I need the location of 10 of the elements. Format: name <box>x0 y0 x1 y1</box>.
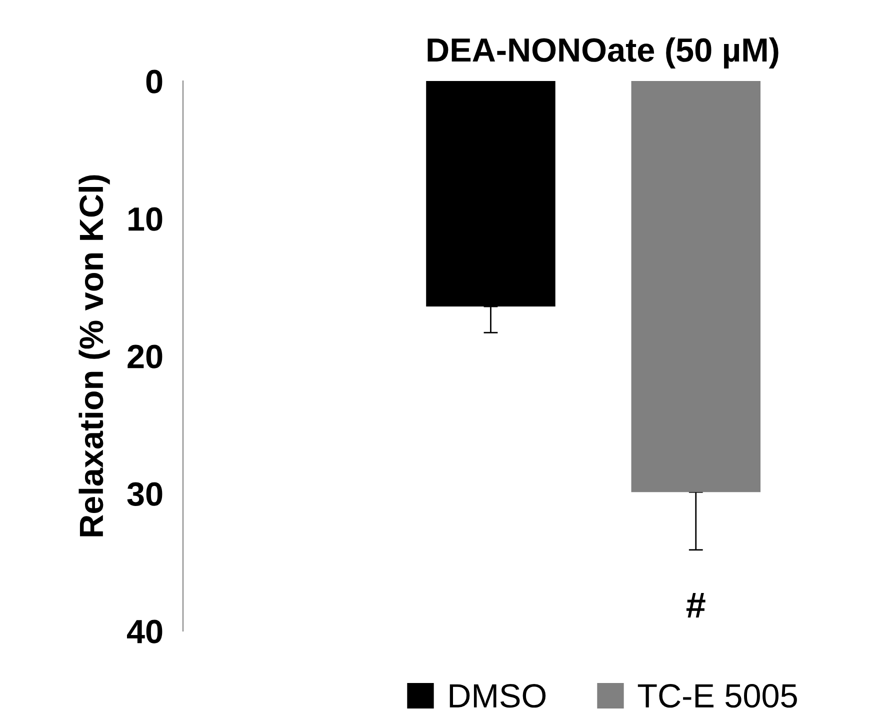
y-tick-label: 30 <box>127 482 162 506</box>
y-tick-label: 20 <box>128 344 162 368</box>
y-tick-label: 40 <box>126 620 162 644</box>
y-tick-label: 10 <box>128 207 162 231</box>
legend-label: DMSO <box>450 684 546 708</box>
chart-title: DEA-NONOate (50 µM) <box>428 37 778 68</box>
legend-label: TC-E 5005 <box>638 684 797 708</box>
y-axis-title: Relaxation (% von KCl) <box>78 175 110 536</box>
y-tick-label: 0 <box>146 70 162 94</box>
annotation: # <box>686 592 706 618</box>
